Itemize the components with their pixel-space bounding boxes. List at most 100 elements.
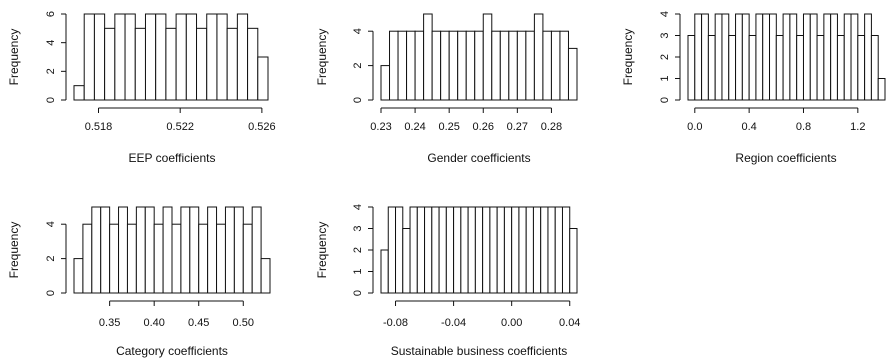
eep-coefficients-bar [83,13,95,101]
region-coefficients-bar [769,13,777,101]
region-coefficients-bar [809,13,818,101]
eep-coefficients-bar [114,13,126,101]
eep-coefficients-x-tick-label: 0.526 [248,121,276,133]
eep-coefficients-bar [216,13,228,101]
sustainable-business-coefficients-bar [380,249,389,294]
eep-coefficients-bar [196,27,208,101]
category-coefficients-bar [153,223,164,294]
eep-coefficients-x-tick-label: 0.518 [85,121,113,133]
category-coefficients-bar [216,223,226,294]
sustainable-business-coefficients-x-tick-label: 0.04 [559,317,580,329]
region-coefficients-y-tick-label: 1 [659,75,671,81]
category-coefficients-y-tick-label: 0 [45,290,57,296]
gender-coefficients-bar [474,30,484,101]
category-coefficients-y-tick-label: 4 [45,221,57,227]
gender-coefficients-x-tick-label: 0.28 [541,121,562,133]
gender-coefficients-bar [448,30,459,101]
gender-coefficients-bar [525,30,535,101]
category-coefficients-bar [100,206,111,294]
sustainable-business-coefficients-bar [569,228,578,294]
category-coefficients-bar [171,223,182,294]
eep-coefficients-y-axis-label: Frequency [7,29,21,86]
sustainable-business-coefficients-y-axis-label: Frequency [315,222,329,279]
gender-histogram-panel: 0.23 0.24 0.25 0.26 0.27 0.28 0 2 4 Gender coeffi… [315,13,578,165]
region-coefficients-y-tick-label: 0 [659,97,671,103]
gender-coefficients-bar [542,30,552,101]
sustainable-business-coefficients-bar [503,206,513,294]
category-coefficients-bar [118,206,128,294]
sustainable-business-coefficients-bar [431,206,440,294]
gender-coefficients-bar [482,13,493,101]
category-coefficients-bar [224,206,235,294]
sustainable-business-coefficients-y-tick-label: 2 [352,247,364,253]
category-coefficients-bar [189,206,200,294]
sustainable-business-coefficients-bar [554,206,563,294]
eep-histogram-panel: 0.518 0.522 0.526 0 2 4 6 EEP coefficients Frequ… [7,11,276,165]
sustainable-business-coefficients-y-tick-label: 3 [352,225,364,231]
sustainable-business-coefficients-bar [532,206,542,294]
eep-coefficients-bar [185,13,198,101]
region-coefficients-bar [782,13,791,101]
gender-coefficients-x-tick-label: 0.24 [404,121,425,133]
region-coefficients-bar [735,13,743,101]
sustainable-business-coefficients-y-tick-label: 4 [352,204,364,210]
gender-coefficients-bar [389,30,399,101]
category-coefficients-y-tick-label: 2 [45,256,57,262]
category-coefficients-x-tick-label: 0.40 [143,317,164,329]
category-coefficients-bar [251,206,262,294]
gender-coefficients-x-tick-label: 0.27 [507,121,528,133]
category-coefficients-bar [126,223,137,294]
region-coefficients-y-tick-label: 3 [659,32,671,38]
eep-coefficients-bar [175,13,187,101]
sustainable-business-coefficients-x-tick-label: 0.00 [501,317,522,329]
region-coefficients-bar [850,13,859,101]
region-histogram-panel: 0.0 0.4 0.8 1.2 0 1 2 3 4 Region coefficients Freq… [621,11,886,165]
region-coefficients-bar [877,78,886,101]
gender-coefficients-bar [465,30,476,101]
gender-coefficients-y-axis-label: Frequency [315,29,329,86]
gender-coefficients-bar [440,30,450,101]
category-coefficients-bar [260,258,271,294]
region-coefficients-bar [830,13,838,101]
eep-coefficients-x-tick-label: 0.522 [166,121,194,133]
sustainable-business-coefficients-bar [395,206,404,294]
region-coefficients-bar [741,13,750,101]
region-coefficients-y-axis-label: Frequency [621,29,635,86]
sustainable-business-coefficients-y-tick-label: 0 [352,290,364,296]
category-coefficients-bar [109,223,120,294]
region-coefficients-x-tick-label: 1.2 [850,121,865,133]
region-coefficients-bar [816,35,825,101]
region-coefficients-x-tick-label: 0.4 [741,121,756,133]
eep-coefficients-y-tick-label: 4 [45,40,57,46]
sustainable-business-coefficients-x-axis-label: Sustainable business coefficients [391,344,568,358]
sustainable-business-histogram-panel: -0.08 -0.04 0.00 0.04 0 1 2 3 4 Sustainable busin… [315,204,580,358]
sustainable-business-coefficients-bar [453,206,462,294]
category-coefficients-x-tick-label: 0.45 [188,317,209,329]
sustainable-business-coefficients-bar [525,206,534,294]
sustainable-business-coefficients-bar [402,228,411,294]
category-coefficients-x-tick-label: 0.50 [233,317,254,329]
region-coefficients-y-tick-label: 2 [659,54,671,60]
region-coefficients-bar [714,13,723,101]
sustainable-business-coefficients-bar [467,206,476,294]
gender-coefficients-bar [516,30,527,101]
category-coefficients-x-axis-label: Category coefficients [116,344,228,358]
region-coefficients-bar [796,35,804,101]
sustainable-business-coefficients-bar [387,206,397,294]
gender-coefficients-x-tick-label: 0.26 [473,121,494,133]
eep-coefficients-y-tick-label: 0 [45,97,57,103]
sustainable-business-coefficients-bar [460,206,469,294]
gender-coefficients-bar [508,30,518,101]
sustainable-business-coefficients-bar [496,206,505,294]
eep-coefficients-x-axis-label: EEP coefficients [129,151,216,165]
sustainable-business-coefficients-bar [561,206,571,294]
category-histogram-panel: 0.35 0.40 0.45 0.50 0 2 4 Category coefficients… [7,206,271,358]
eep-coefficients-bar [93,13,106,101]
category-coefficients-bar [233,206,244,294]
region-coefficients-bar [755,13,764,101]
category-coefficients-bar [144,206,155,294]
gender-coefficients-bar [380,65,391,101]
gender-coefficients-bar [414,30,425,101]
sustainable-business-coefficients-bar [416,206,426,294]
